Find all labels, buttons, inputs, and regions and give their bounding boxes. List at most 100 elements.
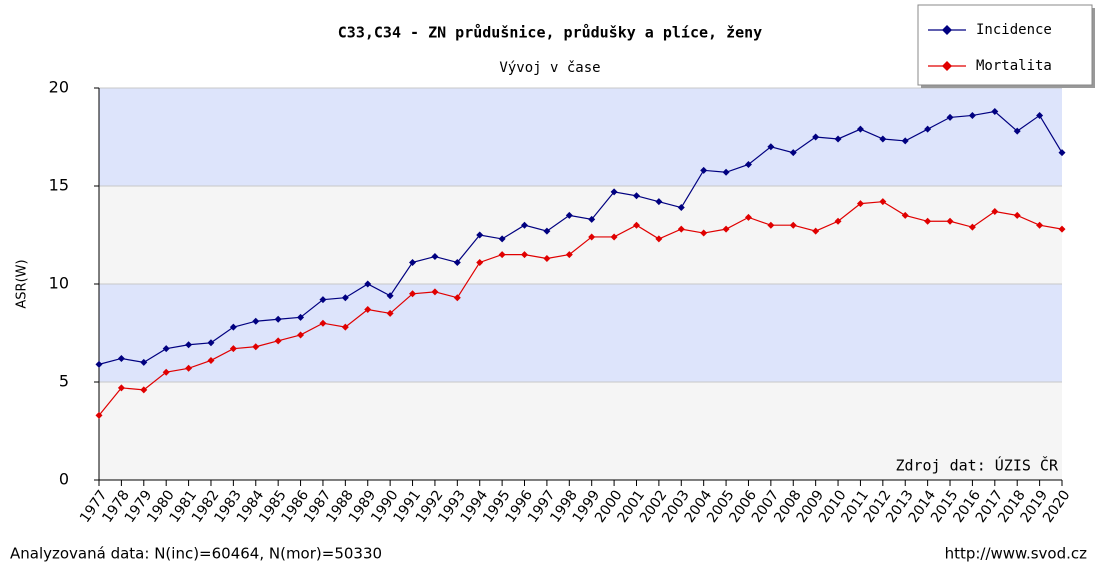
data-point xyxy=(789,149,797,157)
data-point xyxy=(1013,211,1021,219)
data-point xyxy=(946,113,954,121)
data-point xyxy=(229,345,237,353)
data-point xyxy=(364,305,372,313)
data-point xyxy=(341,294,349,302)
plot-background xyxy=(99,87,1062,481)
data-point xyxy=(1058,149,1066,157)
series-line xyxy=(98,201,1063,416)
data-point xyxy=(207,356,215,364)
data-point xyxy=(297,313,305,321)
data-point xyxy=(498,251,506,259)
data-point xyxy=(767,143,775,151)
data-point xyxy=(274,315,282,323)
data-point xyxy=(1058,225,1066,233)
data-point xyxy=(901,137,909,145)
data-point xyxy=(498,235,506,243)
data-point xyxy=(386,309,394,317)
y-axis-label: ASR(W) xyxy=(15,259,30,308)
data-point xyxy=(812,227,820,235)
legend-marker xyxy=(942,25,952,35)
data-point xyxy=(229,323,237,331)
data-point xyxy=(722,225,730,233)
data-point xyxy=(632,192,640,200)
data-point xyxy=(319,296,327,304)
data-point xyxy=(946,217,954,225)
source-note: Zdroj dat: ÚZIS ČR xyxy=(895,456,1059,475)
data-point xyxy=(700,166,708,174)
data-point xyxy=(677,225,685,233)
data-point xyxy=(453,258,461,266)
data-point xyxy=(655,198,663,206)
y-tick-label: 20 xyxy=(49,78,69,97)
data-point xyxy=(162,368,170,376)
plot-band xyxy=(99,186,1062,284)
data-point xyxy=(991,108,999,116)
data-point xyxy=(968,111,976,119)
data-point xyxy=(588,215,596,223)
data-point xyxy=(252,317,260,325)
data-point xyxy=(95,411,103,419)
footer-left: Analyzovaná data: N(inc)=60464, N(mor)=5… xyxy=(10,545,382,563)
data-point xyxy=(1036,111,1044,119)
data-point xyxy=(319,319,327,327)
legend-label: Incidence xyxy=(976,22,1052,38)
data-point xyxy=(565,211,573,219)
data-point xyxy=(789,221,797,229)
data-point xyxy=(297,331,305,339)
legend-marker xyxy=(942,61,952,71)
data-point xyxy=(274,337,282,345)
data-point xyxy=(834,135,842,143)
data-point xyxy=(117,384,125,392)
data-point xyxy=(610,233,618,241)
data-point xyxy=(521,251,529,259)
data-point xyxy=(879,198,887,206)
data-point xyxy=(409,290,417,298)
legend-label: Mortalita xyxy=(976,58,1052,74)
y-tick-label: 0 xyxy=(59,470,69,489)
data-point xyxy=(677,204,685,212)
data-point xyxy=(364,280,372,288)
data-point xyxy=(431,288,439,296)
data-point xyxy=(588,233,596,241)
y-tick-label: 5 xyxy=(59,372,69,391)
data-point xyxy=(162,345,170,353)
data-point xyxy=(767,221,775,229)
data-point xyxy=(386,292,394,300)
data-point xyxy=(834,217,842,225)
data-point xyxy=(744,213,752,221)
data-point xyxy=(140,386,148,394)
data-point xyxy=(968,223,976,231)
legend-box xyxy=(917,4,1093,86)
data-point xyxy=(185,364,193,372)
data-point xyxy=(185,341,193,349)
data-point xyxy=(1013,127,1021,135)
chart-subtitle: Vývoj v čase xyxy=(499,60,600,76)
data-point xyxy=(476,258,484,266)
data-point xyxy=(476,231,484,239)
data-point xyxy=(543,255,551,263)
data-point xyxy=(117,354,125,362)
data-point xyxy=(924,125,932,133)
plot-band xyxy=(99,284,1062,382)
data-point xyxy=(700,229,708,237)
data-point xyxy=(856,125,864,133)
series-line xyxy=(98,110,1063,365)
footer-right: http://www.svod.cz xyxy=(945,545,1088,563)
data-point xyxy=(924,217,932,225)
data-point xyxy=(856,200,864,208)
data-point xyxy=(95,360,103,368)
y-tick-label: 15 xyxy=(49,176,69,195)
plot-band xyxy=(99,88,1062,186)
data-point xyxy=(521,221,529,229)
chart-title: C33,C34 - ZN průdušnice, průdušky a plíc… xyxy=(338,24,762,42)
data-point xyxy=(252,343,260,351)
data-point xyxy=(610,188,618,196)
data-point xyxy=(879,135,887,143)
data-point xyxy=(207,339,215,347)
data-point xyxy=(140,358,148,366)
data-point xyxy=(991,207,999,215)
data-point xyxy=(812,133,820,141)
data-point xyxy=(1036,221,1044,229)
data-point xyxy=(341,323,349,331)
